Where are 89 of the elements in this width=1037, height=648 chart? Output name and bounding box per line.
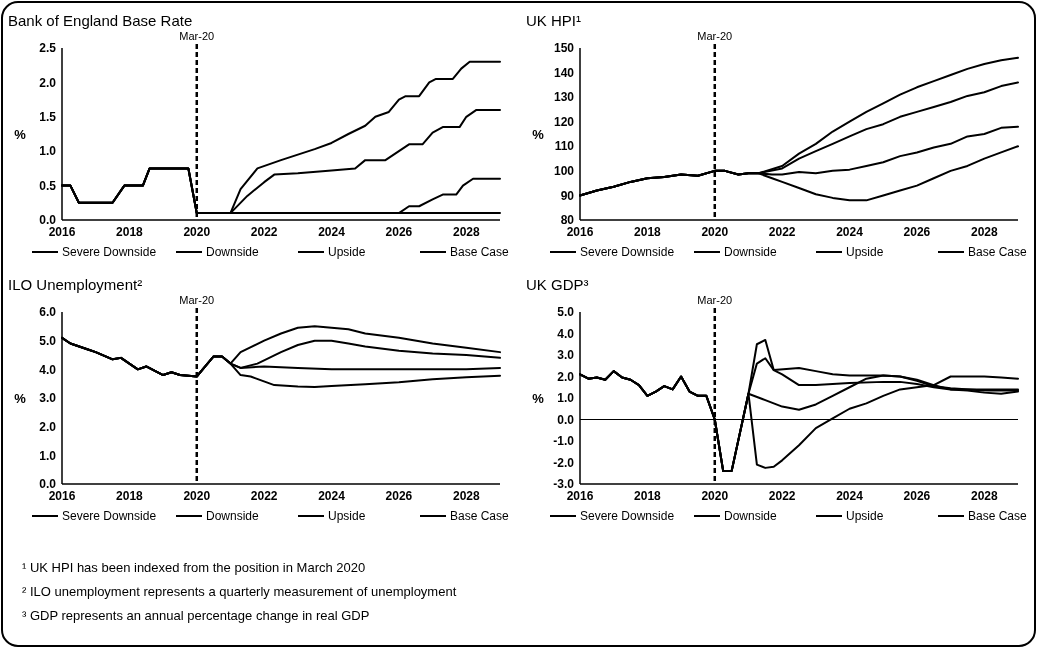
y-tick-label: 6.0 bbox=[39, 305, 57, 320]
y-tick-label: 1.5 bbox=[39, 110, 57, 124]
y-tick-label: 0.0 bbox=[39, 477, 57, 492]
x-tick-label: 2028 bbox=[452, 489, 480, 503]
legend-label: Downside bbox=[724, 245, 778, 259]
x-tick-label: 2018 bbox=[634, 489, 662, 503]
x-tick-label: 2024 bbox=[836, 225, 864, 239]
text: ¹ UK HPI has been indexed from the position in March 2020 bbox=[22, 560, 366, 575]
y-tick-label: 150 bbox=[553, 41, 575, 56]
x-tick-label: 2016 bbox=[566, 489, 594, 503]
y-tick-label: 130 bbox=[553, 90, 575, 105]
y-tick-label: 100 bbox=[553, 164, 575, 179]
ref-line-label: Mar-20 bbox=[179, 30, 215, 42]
y-tick-label: -3.0 bbox=[553, 477, 575, 492]
y-tick-label: 2.0 bbox=[557, 369, 575, 384]
y-tick-label: 1.0 bbox=[557, 391, 575, 406]
y-tick-label: -1.0 bbox=[553, 434, 575, 449]
y-tick-label: 4.0 bbox=[557, 326, 575, 341]
y-tick-label: 2.0 bbox=[39, 75, 57, 90]
y-axis-title: % bbox=[532, 126, 545, 142]
legend-label: Downside bbox=[724, 509, 778, 523]
y-tick-label: 110 bbox=[554, 139, 575, 154]
x-tick-label: 2022 bbox=[768, 489, 796, 503]
x-tick-label: 2026 bbox=[385, 225, 413, 239]
y-tick-label: 140 bbox=[553, 65, 575, 80]
x-tick-label: 2020 bbox=[183, 489, 211, 503]
y-tick-label: 2.5 bbox=[39, 41, 57, 56]
legend-label: Upside bbox=[846, 509, 884, 523]
x-tick-label: 2016 bbox=[48, 489, 76, 503]
y-axis-title: % bbox=[532, 390, 545, 406]
y-tick-label: 1.0 bbox=[39, 144, 57, 159]
ref-line-label: Mar-20 bbox=[179, 294, 215, 306]
chart-title: ILO Unemployment² bbox=[8, 276, 143, 293]
x-tick-label: 2020 bbox=[183, 225, 211, 239]
chart-title: UK GDP³ bbox=[526, 276, 589, 293]
y-tick-label: 0.5 bbox=[39, 178, 57, 193]
y-tick-label: 1.0 bbox=[39, 448, 57, 463]
legend-label: Severe Downside bbox=[62, 509, 157, 523]
x-tick-label: 2022 bbox=[250, 225, 278, 239]
x-tick-label: 2024 bbox=[318, 489, 346, 503]
legend-label: Severe Downside bbox=[580, 509, 675, 523]
y-axis-title: % bbox=[14, 126, 27, 142]
legend-label: Base Case bbox=[450, 509, 510, 523]
legend-label: Downside bbox=[206, 245, 260, 259]
y-tick-label: 2.0 bbox=[39, 419, 57, 434]
x-tick-label: 2022 bbox=[250, 489, 278, 503]
x-tick-label: 2022 bbox=[768, 225, 796, 239]
chart-title: UK HPI¹ bbox=[526, 12, 582, 29]
ref-line-label: Mar-20 bbox=[697, 294, 733, 306]
legend-label: Upside bbox=[328, 245, 366, 259]
x-tick-label: 2018 bbox=[116, 489, 144, 503]
legend-label: Upside bbox=[328, 509, 366, 523]
legend-label: Base Case bbox=[968, 245, 1028, 259]
legend-label: Base Case bbox=[450, 245, 510, 259]
y-axis-title: % bbox=[14, 390, 27, 406]
x-tick-label: 2020 bbox=[701, 225, 729, 239]
y-tick-label: -2.0 bbox=[553, 455, 575, 470]
y-tick-label: 120 bbox=[553, 114, 575, 129]
x-tick-label: 2024 bbox=[836, 489, 864, 503]
y-tick-label: 80 bbox=[560, 213, 575, 228]
y-tick-label: 5.0 bbox=[557, 305, 575, 320]
x-tick-label: 2026 bbox=[903, 225, 931, 239]
legend-label: Base Case bbox=[968, 509, 1028, 523]
x-tick-label: 2026 bbox=[903, 489, 931, 503]
legend-label: Severe Downside bbox=[580, 245, 675, 259]
y-tick-label: 90 bbox=[560, 188, 575, 203]
x-tick-label: 2028 bbox=[970, 225, 998, 239]
y-tick-label: 3.0 bbox=[557, 348, 575, 363]
y-tick-label: 3.0 bbox=[39, 391, 57, 406]
legend-label: Upside bbox=[846, 245, 884, 259]
x-tick-label: 2020 bbox=[701, 489, 729, 503]
x-tick-label: 2028 bbox=[970, 489, 998, 503]
x-tick-label: 2018 bbox=[116, 225, 144, 239]
x-tick-label: 2028 bbox=[452, 225, 480, 239]
legend-label: Downside bbox=[206, 509, 260, 523]
x-tick-label: 2016 bbox=[48, 225, 76, 239]
y-tick-label: 4.0 bbox=[39, 362, 57, 377]
text: ³ GDP represents an annual percentage change in real GDP bbox=[22, 608, 370, 623]
chart-title: Bank of England Base Rate bbox=[8, 12, 193, 29]
x-tick-label: 2026 bbox=[385, 489, 413, 503]
y-tick-label: 0.0 bbox=[557, 412, 575, 427]
x-tick-label: 2024 bbox=[318, 225, 346, 239]
y-tick-label: 0.0 bbox=[39, 213, 57, 228]
legend-label: Severe Downside bbox=[62, 245, 157, 259]
ref-line-label: Mar-20 bbox=[697, 30, 733, 42]
x-tick-label: 2018 bbox=[634, 225, 662, 239]
x-tick-label: 2016 bbox=[566, 225, 594, 239]
text: ² ILO unemployment represents a quarterly measurement of unemployment bbox=[22, 584, 457, 599]
y-tick-label: 5.0 bbox=[39, 333, 57, 348]
